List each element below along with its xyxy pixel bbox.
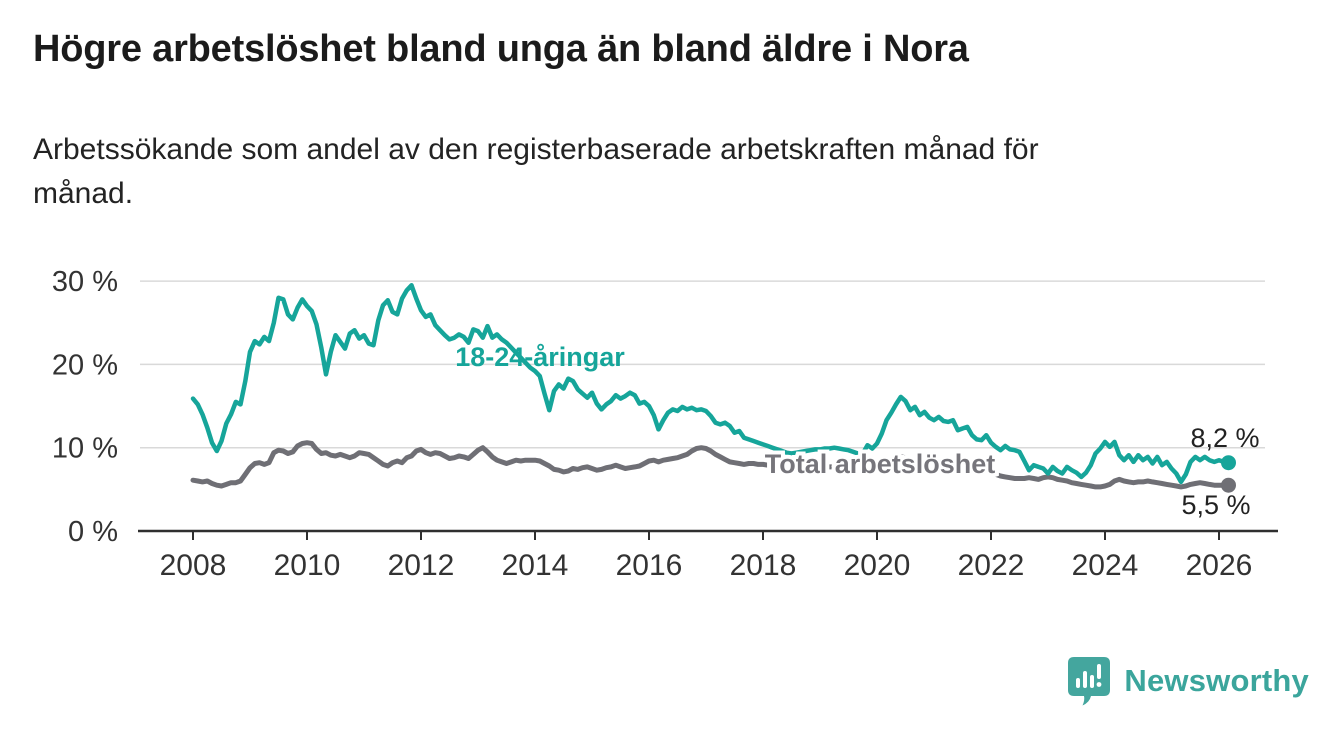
series-layer xyxy=(190,283,1236,493)
chart-subtitle: Arbetssökande som andel av den registerb… xyxy=(33,128,1039,216)
line-young-unemployment xyxy=(190,283,1231,485)
series-label-young: 18-24-åringar xyxy=(455,342,625,372)
newsworthy-wordmark: Newsworthy xyxy=(1124,663,1309,698)
x-axis-tick-label: 2010 xyxy=(274,549,341,582)
y-axis-tick-label: 20 % xyxy=(52,349,118,381)
grid-layer: 30 % 20 % 10 % 0 % 2008 2010 2012 2014 2016 2018 2… xyxy=(52,266,1278,582)
x-axis-tick-label: 2026 xyxy=(1186,549,1253,582)
newsworthy-branding: Newsworthy xyxy=(1067,656,1309,706)
x-axis-tick-label: 2022 xyxy=(958,549,1025,582)
end-dot-young xyxy=(1221,455,1236,471)
mini-bar-chart xyxy=(1076,664,1102,688)
x-axis-tick-label: 2014 xyxy=(502,549,569,582)
label-layer: 18-24-åringar Total arbetslöshet 8,2 % 5… xyxy=(455,342,1259,520)
chart-title: Högre arbetslöshet bland unga än bland ä… xyxy=(33,28,969,70)
y-axis-tick-label: 30 % xyxy=(52,266,118,298)
subtitle-line-1: Arbetssökande som andel av den registerb… xyxy=(33,133,1039,166)
x-axis-tick-label: 2024 xyxy=(1072,549,1139,582)
series-label-total: Total arbetslöshet xyxy=(765,449,996,479)
end-value-label-total: 5,5 % xyxy=(1181,490,1250,520)
newsworthy-logo-icon xyxy=(1068,657,1111,706)
y-axis-tick-label: 0 % xyxy=(68,516,118,548)
x-axis-tick-label: 2008 xyxy=(160,549,227,582)
end-value-label-young: 8,2 % xyxy=(1190,423,1259,453)
end-dot-total xyxy=(1221,477,1236,493)
line-total-unemployment xyxy=(190,440,1231,490)
subtitle-line-2: månad. xyxy=(33,177,134,210)
x-axis-tick-label: 2020 xyxy=(844,549,911,582)
exclamation-dot xyxy=(1096,682,1102,687)
y-axis-tick-label: 10 % xyxy=(52,433,118,465)
x-axis-tick-label: 2018 xyxy=(730,549,797,582)
x-axis-tick-label: 2012 xyxy=(388,549,455,582)
x-axis-tick-label: 2016 xyxy=(616,549,683,582)
speech-bubble-shape xyxy=(1068,657,1111,706)
